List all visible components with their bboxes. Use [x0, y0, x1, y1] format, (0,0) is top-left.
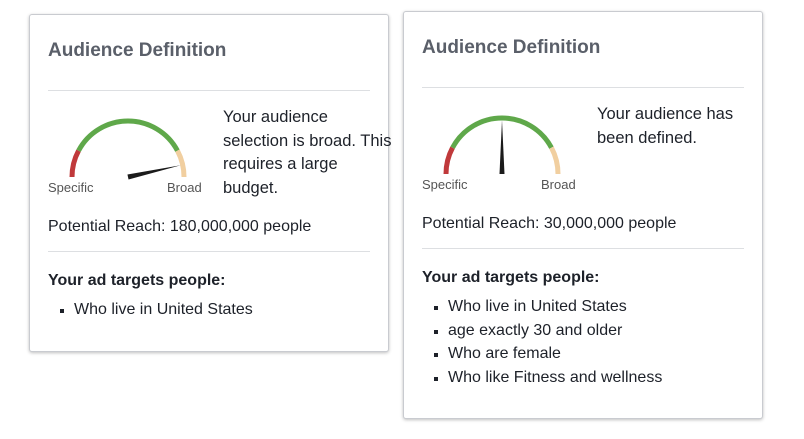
potential-reach: Potential Reach: 180,000,000 people — [48, 203, 370, 252]
potential-reach: Potential Reach: 30,000,000 people — [422, 200, 744, 249]
audience-gauge — [443, 115, 561, 175]
audience-description: Your audience has been defined. — [597, 105, 734, 147]
gauge-broad-segment — [549, 146, 561, 175]
gauge-specific-segment — [69, 149, 81, 178]
audience-definition-card-defined: Audience Definition Specific Broad Your … — [403, 11, 763, 419]
targets-list: Who live in United States age exactly 30… — [422, 295, 744, 389]
gauge-broad-label: Broad — [167, 180, 202, 195]
targets-heading: Your ad targets people: — [422, 269, 600, 286]
targets-heading: Your ad targets people: — [48, 272, 226, 289]
gauge-needle — [127, 165, 181, 180]
targets-list: Who live in United States — [48, 298, 370, 322]
card-title: Audience Definition — [48, 15, 370, 91]
gauge-mid-segment — [450, 115, 554, 149]
target-item: Who are female — [448, 342, 744, 366]
gauge-broad-segment — [175, 149, 187, 178]
target-item: age exactly 30 and older — [448, 319, 744, 343]
gauge-specific-label: Specific — [422, 177, 468, 192]
gauge-mid-segment — [76, 118, 180, 152]
audience-definition-card-broad: Audience Definition Specific Broad Your … — [29, 14, 391, 352]
card-title: Audience Definition — [422, 12, 744, 88]
target-item: Who live in United States — [74, 298, 370, 322]
gauge-specific-label: Specific — [48, 180, 94, 195]
gauge-needle — [499, 120, 505, 174]
audience-description: Your audience selection is broad. This r… — [223, 108, 392, 197]
gauge-broad-label: Broad — [541, 177, 576, 192]
target-item: Who like Fitness and wellness — [448, 366, 744, 390]
audience-gauge — [69, 118, 187, 180]
target-item: Who live in United States — [448, 295, 744, 319]
gauge-specific-segment — [443, 146, 455, 175]
